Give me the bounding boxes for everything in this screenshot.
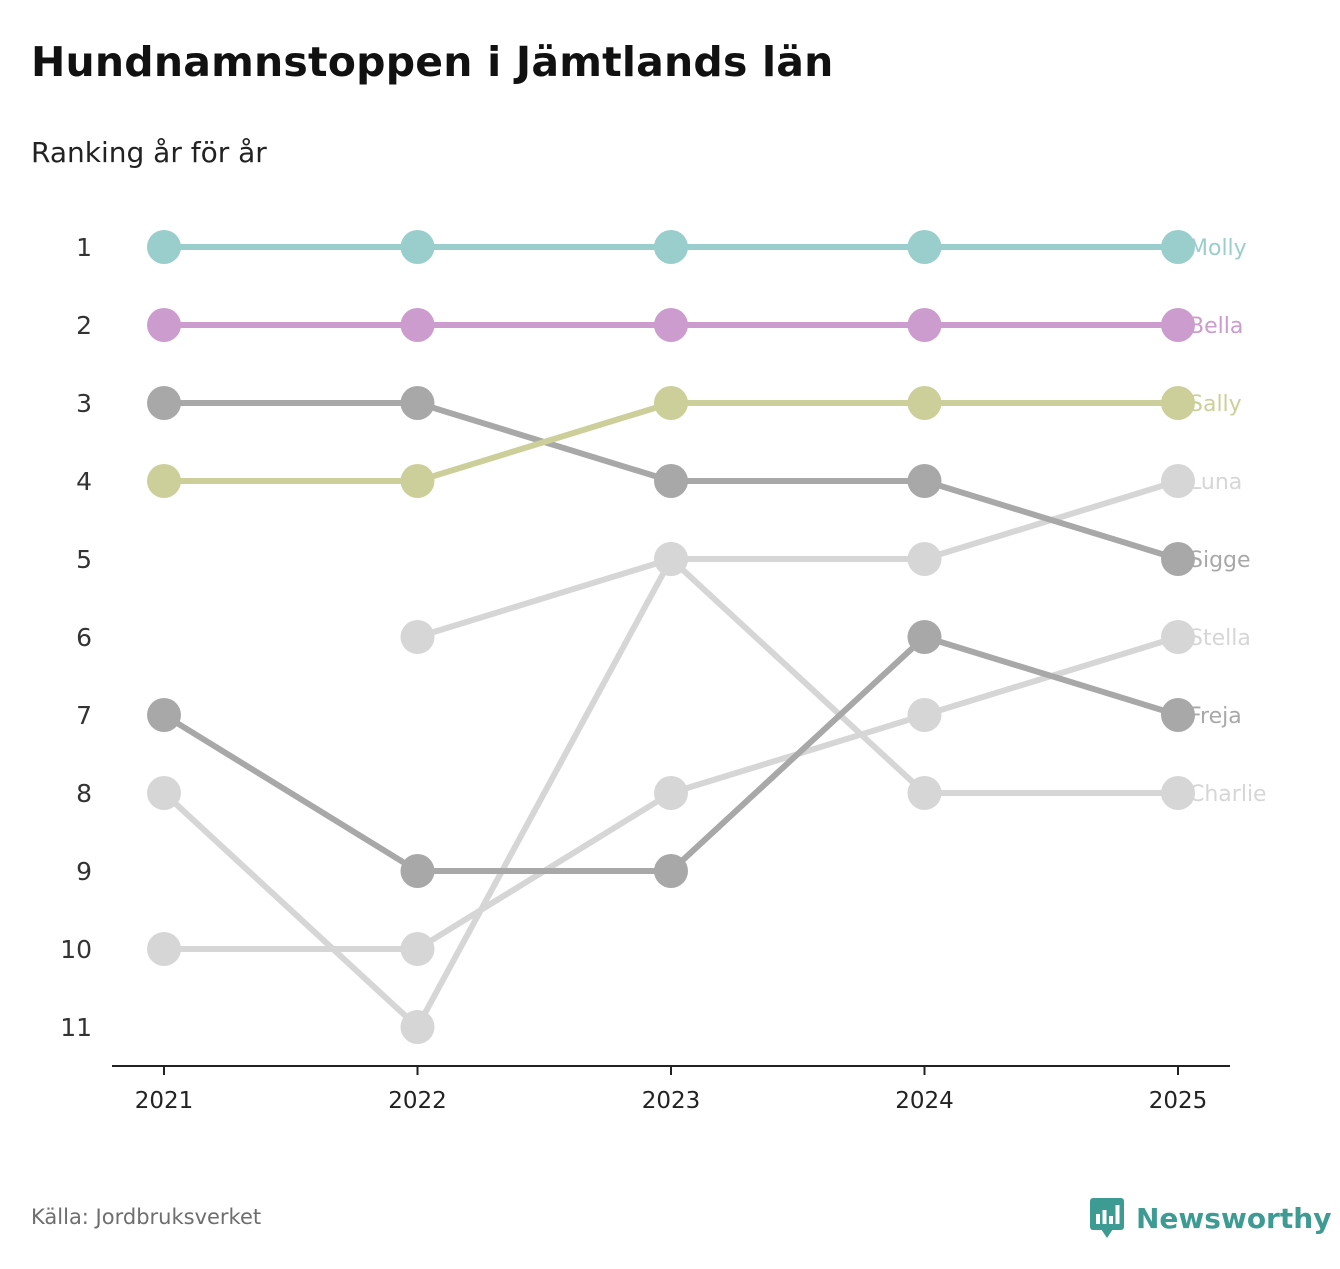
data-point <box>400 854 435 888</box>
data-point <box>654 308 688 342</box>
x-tick-label: 2023 <box>642 1088 701 1114</box>
data-point <box>1161 464 1195 498</box>
series-line <box>414 478 1181 640</box>
series-sigge <box>147 386 1195 576</box>
y-tick-label: 6 <box>76 623 92 652</box>
data-point <box>907 698 942 732</box>
data-point <box>654 464 688 498</box>
data-point <box>1161 620 1195 654</box>
data-point <box>400 308 435 342</box>
series-freja <box>147 620 1195 888</box>
data-point <box>147 230 181 264</box>
y-tick-label: 8 <box>76 779 92 808</box>
data-point <box>147 932 181 966</box>
series-label: Bella <box>1189 314 1243 339</box>
series-label: Charlie <box>1189 782 1267 807</box>
data-point <box>654 776 688 810</box>
data-point <box>1161 308 1195 342</box>
data-point <box>1161 230 1195 264</box>
data-point <box>147 308 181 342</box>
data-point <box>400 1010 435 1044</box>
x-axis: 2021 2022 2023 2024 2025 <box>112 1065 1230 1114</box>
data-point <box>147 776 181 810</box>
data-point <box>907 542 942 576</box>
y-axis: 1 2 3 4 5 6 7 8 9 10 11 <box>60 233 92 1042</box>
series-bella <box>147 308 1195 342</box>
data-point <box>907 386 942 420</box>
series-stella <box>147 620 1195 966</box>
data-point <box>400 386 435 420</box>
series-label: Sally <box>1189 392 1242 417</box>
data-point <box>147 464 181 498</box>
series-label: Stella <box>1189 626 1251 651</box>
x-tick-label: 2024 <box>895 1088 954 1114</box>
data-point <box>907 776 942 810</box>
y-tick-label: 7 <box>76 701 92 730</box>
y-tick-label: 3 <box>76 389 92 418</box>
data-point <box>654 854 688 888</box>
bar-chart-speech-bubble-icon <box>1090 1198 1124 1238</box>
series-molly <box>147 230 1195 264</box>
data-point <box>907 230 942 264</box>
data-point <box>654 386 688 420</box>
y-tick-label: 1 <box>76 233 92 262</box>
data-point <box>907 308 942 342</box>
data-point <box>147 386 181 420</box>
series-label: Luna <box>1189 470 1242 495</box>
series-layer <box>147 230 1195 1044</box>
y-tick-label: 11 <box>60 1013 92 1042</box>
y-tick-label: 4 <box>76 467 92 496</box>
data-point <box>400 620 435 654</box>
data-point <box>1161 698 1195 732</box>
data-point <box>1161 386 1195 420</box>
source-note: Källa: Jordbruksverket <box>31 1205 262 1229</box>
data-point <box>907 464 942 498</box>
y-tick-label: 5 <box>76 545 92 574</box>
chart-title: Hundnamnstoppen i Jämtlands län <box>31 38 834 86</box>
data-point <box>654 542 688 576</box>
data-point <box>400 464 435 498</box>
data-point <box>147 698 181 732</box>
data-point <box>1161 776 1195 810</box>
chart-subtitle: Ranking år för år <box>31 136 267 169</box>
x-tick-label: 2022 <box>388 1088 447 1114</box>
series-labels: Charlie Stella Luna Freja Sigge Sally Bella Mol… <box>1189 236 1267 807</box>
data-point <box>400 230 435 264</box>
series-luna <box>400 464 1195 654</box>
series-line <box>161 634 1181 874</box>
data-point <box>654 230 688 264</box>
x-tick-label: 2021 <box>135 1088 194 1114</box>
y-tick-label: 10 <box>60 935 92 964</box>
x-tick-label: 2025 <box>1149 1088 1208 1114</box>
data-point <box>1161 542 1195 576</box>
data-point <box>400 932 435 966</box>
series-label: Sigge <box>1189 548 1251 573</box>
series-sally <box>147 386 1195 498</box>
data-point <box>907 620 942 654</box>
series-label: Molly <box>1189 236 1247 261</box>
y-tick-label: 9 <box>76 857 92 886</box>
series-label: Freja <box>1189 704 1242 729</box>
y-tick-label: 2 <box>76 311 92 340</box>
newsworthy-logo: Newsworthy <box>1088 1196 1331 1240</box>
brand-name: Newsworthy <box>1136 1201 1332 1235</box>
